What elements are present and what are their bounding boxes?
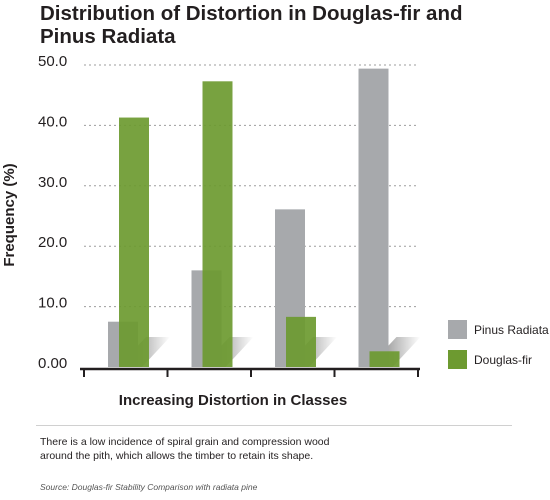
x-axis-label: Increasing Distortion in Classes: [119, 392, 347, 409]
caption-divider: [36, 425, 512, 426]
chart-title: Distribution of Distortion in Douglas-fi…: [40, 2, 463, 48]
source-note: Source: Douglas-fir Stability Comparison…: [40, 482, 258, 492]
legend-swatch: [448, 320, 467, 339]
legend-label: Douglas-fir: [474, 353, 532, 367]
bar-douglas-fir: [119, 117, 149, 367]
y-tick-label: 0.00: [38, 355, 67, 372]
y-tick-label: 20.0: [38, 234, 67, 251]
caption-text: There is a low incidence of spiral grain…: [40, 436, 330, 462]
y-tick-label: 10.0: [38, 295, 67, 312]
bar-douglas-fir: [369, 351, 400, 367]
legend-label: Pinus Radiata: [474, 323, 549, 337]
y-tick-label: 30.0: [38, 174, 67, 191]
y-tick-label: 50.0: [38, 53, 67, 70]
y-tick-label: 40.0: [38, 113, 67, 130]
bar-chart: Frequency (%) 0.00 10.0 20.0 30.0 40.0 50.0 P…: [1, 53, 549, 409]
y-axis-label: Frequency (%): [1, 163, 18, 266]
bar-pinus-radiata: [358, 68, 389, 368]
bar-douglas-fir: [286, 316, 316, 367]
bar-douglas-fir: [202, 81, 233, 368]
legend-swatch: [448, 350, 467, 369]
